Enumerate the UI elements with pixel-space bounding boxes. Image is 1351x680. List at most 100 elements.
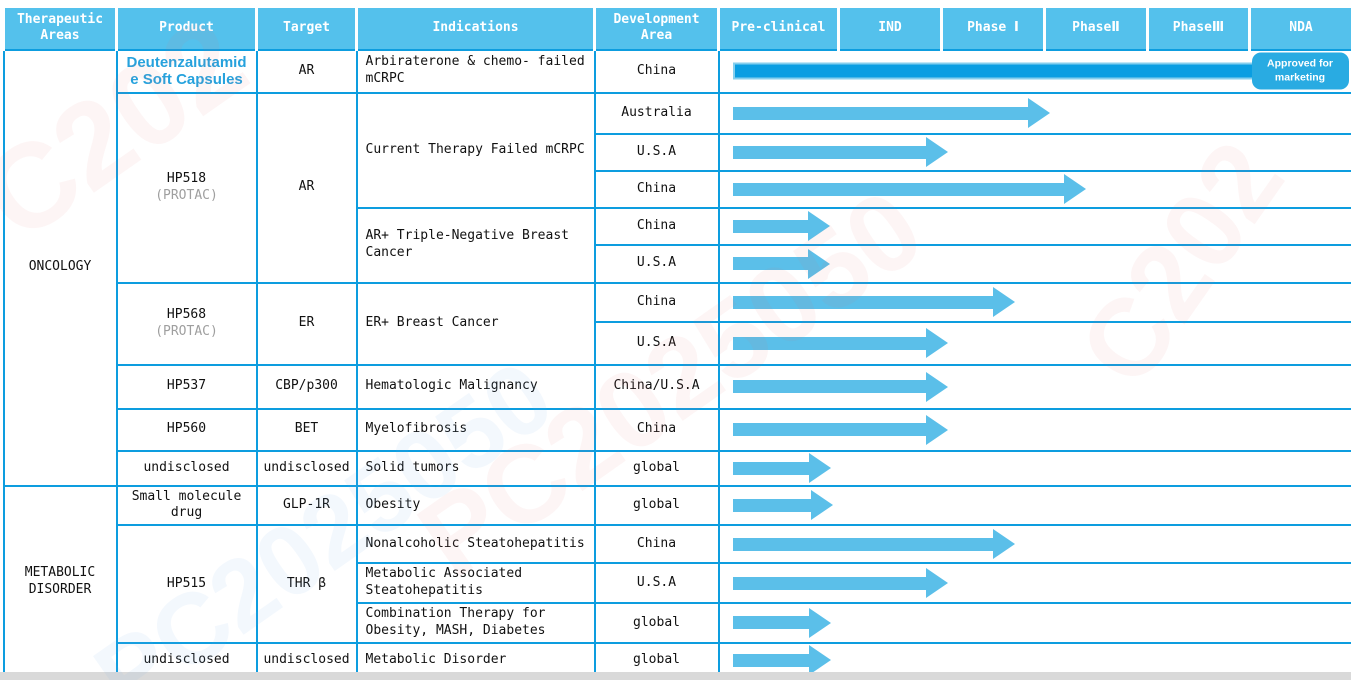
table-row: undisclosed undisclosed Solid tumors glo… xyxy=(4,449,1351,487)
indication-cell: Metabolic Associated Steatohepatitis xyxy=(355,562,596,605)
target-cell: ER xyxy=(255,281,358,366)
col-header-target: Target xyxy=(255,5,358,51)
table-row: ONCOLOGY Deutenzalutamid e Soft Capsules… xyxy=(2,48,1351,487)
table-row: Combination Therapy for Obesity, MASH, D… xyxy=(4,602,1351,644)
target-cell: AR xyxy=(255,48,358,94)
product-cell: HP560 xyxy=(115,407,258,452)
pipeline-arrow xyxy=(732,568,948,599)
timeline-cell: Approved for marketing xyxy=(717,48,1351,94)
table-row: HP515 THR β Nonalcoholic Steatohepatitis… xyxy=(4,524,1351,644)
approved-badge: Approved for marketing xyxy=(1251,52,1349,90)
col-header-phase2: PhaseⅡ xyxy=(1043,5,1149,51)
col-header-nda: NDA xyxy=(1248,5,1351,51)
dev-area-cell: global xyxy=(593,484,720,527)
table-row: Metabolic Associated Steatohepatitis U.S… xyxy=(4,562,1351,605)
dev-area-cell: China xyxy=(593,524,720,565)
pipeline-arrow xyxy=(732,98,1050,128)
dev-area-cell: China xyxy=(593,169,720,209)
dev-area-cell: Australia xyxy=(593,91,720,135)
product-name-line1: Deutenzalutamid xyxy=(126,53,247,71)
indication-cell: Solid tumors xyxy=(355,449,596,487)
product-name-link[interactable]: Deutenzalutamid e Soft Capsules xyxy=(122,54,252,89)
col-header-preclinical: Pre-clinical xyxy=(717,5,840,51)
timeline-cell xyxy=(717,281,1351,323)
pipeline-table: Therapeutic Areas Product Target Indicat… xyxy=(2,5,1351,679)
table-row: U.S.A xyxy=(4,243,1351,284)
col-header-development-area: Development Area xyxy=(593,5,720,51)
target-cell: GLP-1R xyxy=(255,484,358,527)
timeline-cell xyxy=(717,562,1351,605)
dev-area-cell: U.S.A xyxy=(593,132,720,172)
pipeline-arrow xyxy=(732,490,833,521)
col-header-therapeutic-areas: Therapeutic Areas xyxy=(2,5,118,51)
product-name-line2: e Soft Capsules xyxy=(130,71,243,88)
col-header-indications: Indications xyxy=(355,5,596,51)
dev-area-cell: China xyxy=(593,48,720,94)
timeline-cell xyxy=(717,449,1351,487)
product-cell: undisclosed xyxy=(115,449,258,487)
col-header-phase3: PhaseⅢ xyxy=(1146,5,1251,51)
table-row: China xyxy=(4,169,1351,209)
pipeline-arrow xyxy=(732,328,948,358)
product-cell: HP568 (PROTAC) xyxy=(115,281,258,366)
pipeline-arrow xyxy=(732,607,831,638)
timeline-cell xyxy=(717,407,1351,452)
indication-cell: Hematologic Malignancy xyxy=(355,363,596,410)
approval-bar xyxy=(732,62,1310,80)
pipeline-arrow xyxy=(732,453,831,483)
timeline-cell xyxy=(717,132,1351,172)
timeline-cell xyxy=(717,320,1351,366)
pipeline-arrow xyxy=(732,645,831,676)
target-cell: THR β xyxy=(255,524,358,644)
target-cell: CBP/p300 xyxy=(255,363,358,410)
product-subtype: (PROTAC) xyxy=(155,187,218,203)
col-header-phase1: Phase Ⅰ xyxy=(940,5,1046,51)
product-cell: Deutenzalutamid e Soft Capsules xyxy=(115,48,258,94)
table-row: HP568 (PROTAC) ER ER+ Breast Cancer Chin… xyxy=(4,281,1351,366)
pipeline-arrow xyxy=(732,174,1086,204)
timeline-cell xyxy=(717,206,1351,246)
indication-cell: Current Therapy Failed mCRPC xyxy=(355,91,596,209)
indication-cell: Combination Therapy for Obesity, MASH, D… xyxy=(355,602,596,644)
col-header-product: Product xyxy=(115,5,258,51)
dev-area-cell: China xyxy=(593,407,720,452)
timeline-cell xyxy=(717,524,1351,565)
header-row: Therapeutic Areas Product Target Indicat… xyxy=(2,5,1351,51)
table-row: METABOLIC DISORDER Small molecule drug G… xyxy=(2,484,1351,679)
product-cell: HP518 (PROTAC) xyxy=(115,91,258,284)
timeline-cell xyxy=(717,91,1351,135)
dev-area-cell: China/U.S.A xyxy=(593,363,720,410)
timeline-cell xyxy=(717,243,1351,284)
product-cell: Small molecule drug xyxy=(115,484,258,527)
product-name: HP568 xyxy=(166,306,207,322)
product-subtype: (PROTAC) xyxy=(155,323,218,339)
col-header-ind: IND xyxy=(837,5,943,51)
dev-area-cell: China xyxy=(593,281,720,323)
pipeline-arrow xyxy=(732,287,1015,317)
pipeline-arrow xyxy=(732,529,1015,560)
dev-area-cell: U.S.A xyxy=(593,562,720,605)
product-cell: HP537 xyxy=(115,363,258,410)
pipeline-arrow xyxy=(732,137,948,167)
target-cell: undisclosed xyxy=(255,449,358,487)
area-cell-oncology: ONCOLOGY xyxy=(2,48,118,487)
dev-area-cell: global xyxy=(593,449,720,487)
table-row: HP537 CBP/p300 Hematologic Malignancy Ch… xyxy=(4,363,1351,410)
table-row: AR+ Triple-Negative Breast Cancer China xyxy=(4,206,1351,284)
table-row: U.S.A xyxy=(4,132,1351,172)
table-row: HP560 BET Myelofibrosis China xyxy=(4,407,1351,452)
pipeline-arrow xyxy=(732,248,830,279)
dev-area-cell: China xyxy=(593,206,720,246)
area-cell-metabolic-disorder: METABOLIC DISORDER xyxy=(2,484,118,679)
table-row: HP518 (PROTAC) AR Current Therapy Failed… xyxy=(4,91,1351,284)
pipeline-arrow xyxy=(732,371,948,402)
indication-cell: ER+ Breast Cancer xyxy=(355,281,596,366)
timeline-cell xyxy=(717,363,1351,410)
bottom-strip xyxy=(0,672,1351,680)
indication-cell: Arbiraterone & chemo- failed mCRPC xyxy=(355,48,596,94)
indication-cell: Nonalcoholic Steatohepatitis xyxy=(355,524,596,565)
product-cell: HP515 xyxy=(115,524,258,644)
dev-area-cell: U.S.A xyxy=(593,320,720,366)
indication-cell: Myelofibrosis xyxy=(355,407,596,452)
